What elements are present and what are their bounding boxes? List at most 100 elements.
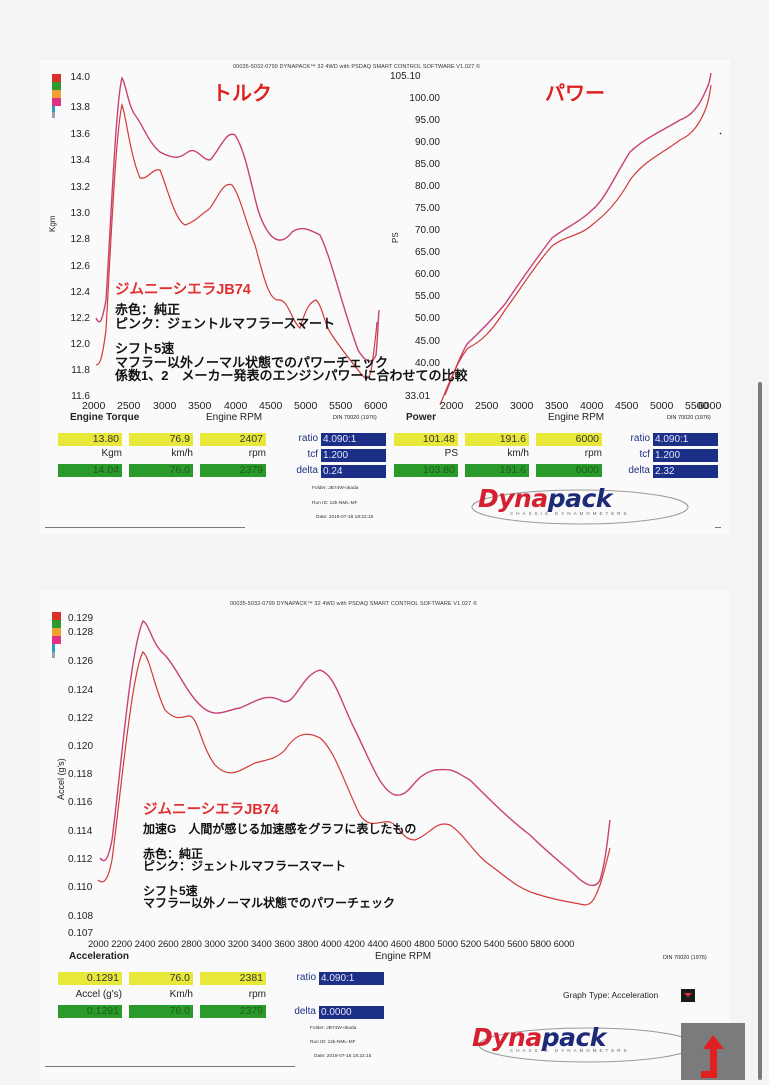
- y-tick: 0.112: [68, 854, 93, 865]
- accel-graph-label: Acceleration: [69, 951, 130, 962]
- legend-swatch-cyan: [52, 106, 55, 112]
- x-tick: 4800: [413, 939, 435, 950]
- y-tick: 12.0: [70, 339, 90, 350]
- annotation-description: 加速G 人間が感じる加速感をグラフに表したもの: [143, 822, 417, 836]
- y-tick: 0.126: [68, 656, 94, 667]
- divider: [715, 527, 721, 528]
- x-tick: 6000: [364, 400, 388, 412]
- y-tick: 90.00: [414, 137, 440, 148]
- peak-rpm-value: 6000: [536, 464, 602, 477]
- power-graph-label: Power: [406, 412, 437, 423]
- x-tick: 2500: [475, 400, 499, 412]
- legend-swatch-orange: [52, 628, 61, 636]
- legend-swatch-pink: [52, 636, 61, 644]
- y-tick: 11.6: [71, 391, 90, 402]
- peak-accel-value: 0.1291: [58, 1005, 122, 1018]
- x-tick: 3000: [510, 400, 534, 412]
- y-tick: 0.114: [68, 826, 93, 837]
- annotation-legend-pink: ピンク：ジェントルマフラースマート: [115, 315, 335, 331]
- date-info: Date: 2019-07-18 18:22:15: [316, 515, 374, 520]
- y-tick: 13.8: [70, 102, 90, 113]
- peak-speed-value: 191.6: [465, 464, 529, 477]
- peak-speed-value: 76.0: [129, 1005, 193, 1018]
- annotation-coefficient: 係数1、2 メーカー発表のエンジンパワーに合わせての比較: [115, 368, 468, 383]
- graph-type-dropdown[interactable]: [681, 989, 695, 1002]
- scroll-to-top-button[interactable]: [681, 1023, 745, 1080]
- ratio-value: 4.090:1: [319, 972, 384, 985]
- y-tick: 80.00: [414, 181, 440, 192]
- delta-label: delta: [296, 465, 318, 476]
- y-tick: 0.107: [68, 928, 94, 939]
- x-tick: 5000: [650, 400, 674, 412]
- y-tick: 70.00: [414, 225, 440, 236]
- torque-title: トルク: [212, 83, 272, 105]
- y-tick: 33.01: [405, 391, 431, 402]
- peak-rpm-value: 2379: [200, 464, 266, 477]
- legend-swatch-pink: [52, 98, 61, 106]
- y-tick: 12.4: [70, 287, 90, 298]
- arrow-up-icon: [701, 1035, 724, 1078]
- delta-value: 0.24: [321, 465, 386, 478]
- delta-label: delta: [294, 1006, 316, 1017]
- unit-label: km/h: [171, 448, 193, 459]
- y-tick: 13.2: [70, 182, 90, 193]
- x-tick: 2800: [181, 939, 202, 950]
- annotation-condition: マフラー以外ノーマル状態でのパワーチェック: [143, 896, 396, 910]
- cursor-rpm-value: 2407: [200, 433, 266, 446]
- logo-subtitle: CHASSIS DYNAMOMETERS: [510, 1048, 630, 1053]
- software-header: 00035-5032-0799 DYNAPACK™ 32 4WD with PS…: [233, 64, 481, 70]
- cursor-speed-value: 76.0: [129, 972, 193, 985]
- x-axis-label: Engine RPM: [206, 412, 263, 423]
- cursor-power-value: 101.48: [394, 433, 458, 446]
- y-tick: 0.108: [68, 911, 94, 922]
- annotation-gear: シフト5速: [143, 883, 198, 898]
- legend-swatch-red: [52, 612, 61, 620]
- peak-torque-value: 14.04: [58, 464, 122, 477]
- torque-power-dyno-sheet: 00035-5032-0799 DYNAPACK™ 32 4WD with PS…: [40, 60, 730, 535]
- legend-swatch-green: [52, 620, 61, 628]
- tcf-value: 1.200: [321, 449, 386, 462]
- y-tick: 55.00: [414, 291, 440, 302]
- x-tick: 5000: [294, 400, 318, 412]
- annotation-car-model: ジムニーシエラJB74: [143, 802, 279, 818]
- x-tick: 4500: [615, 400, 639, 412]
- x-tick: 4000: [320, 939, 342, 950]
- y-tick: 0.122: [68, 713, 94, 724]
- annotation-legend-red: 赤色：純正: [143, 846, 204, 861]
- x-tick: 3800: [297, 939, 319, 950]
- x-tick: 4000: [580, 400, 604, 412]
- cursor-speed-value: 191.6: [465, 433, 529, 446]
- unit-label: rpm: [248, 989, 266, 1000]
- annotation-condition: マフラー以外ノーマル状態でのパワーチェック: [115, 354, 389, 370]
- unit-label: Km/h: [169, 989, 193, 1000]
- x-tick: 3200: [227, 939, 249, 950]
- x-tick: 2400: [134, 939, 156, 950]
- x-tick: 5400: [483, 939, 505, 950]
- y-tick: 14.0: [70, 72, 90, 83]
- scrollbar[interactable]: [758, 382, 762, 1080]
- x-tick: 5500: [329, 400, 353, 412]
- cursor-rpm-value: 6000: [536, 433, 602, 446]
- ratio-label: ratio: [298, 433, 318, 444]
- x-axis-label: Engine RPM: [375, 951, 432, 962]
- x-tick: 5500: [685, 400, 709, 412]
- logo-red-text: Dyna: [478, 484, 548, 513]
- legend-swatch-orange: [52, 90, 61, 98]
- y-tick: 85.00: [414, 159, 440, 170]
- y-tick: 0.129: [68, 613, 94, 624]
- y-tick: 75.00: [414, 203, 440, 214]
- x-tick: 6000: [553, 939, 575, 950]
- ratio-value: 4.090:1: [321, 433, 386, 446]
- run-id-info: Run ID: 12k-NML-MF: [310, 1040, 356, 1045]
- unit-label: Accel (g's): [75, 989, 122, 1000]
- legend-swatch-grey: [52, 652, 55, 658]
- delta-value: 0.0000: [319, 1006, 384, 1019]
- y-tick: 13.6: [70, 129, 90, 140]
- delta-value: 2.32: [653, 465, 718, 478]
- x-tick: 5600: [507, 939, 528, 950]
- x-tick: 2000: [440, 400, 464, 412]
- y-tick: 65.00: [414, 247, 440, 258]
- unit-label: Kgm: [101, 448, 122, 459]
- peak-rpm-value: 2379: [200, 1005, 266, 1018]
- unit-label: rpm: [248, 448, 266, 459]
